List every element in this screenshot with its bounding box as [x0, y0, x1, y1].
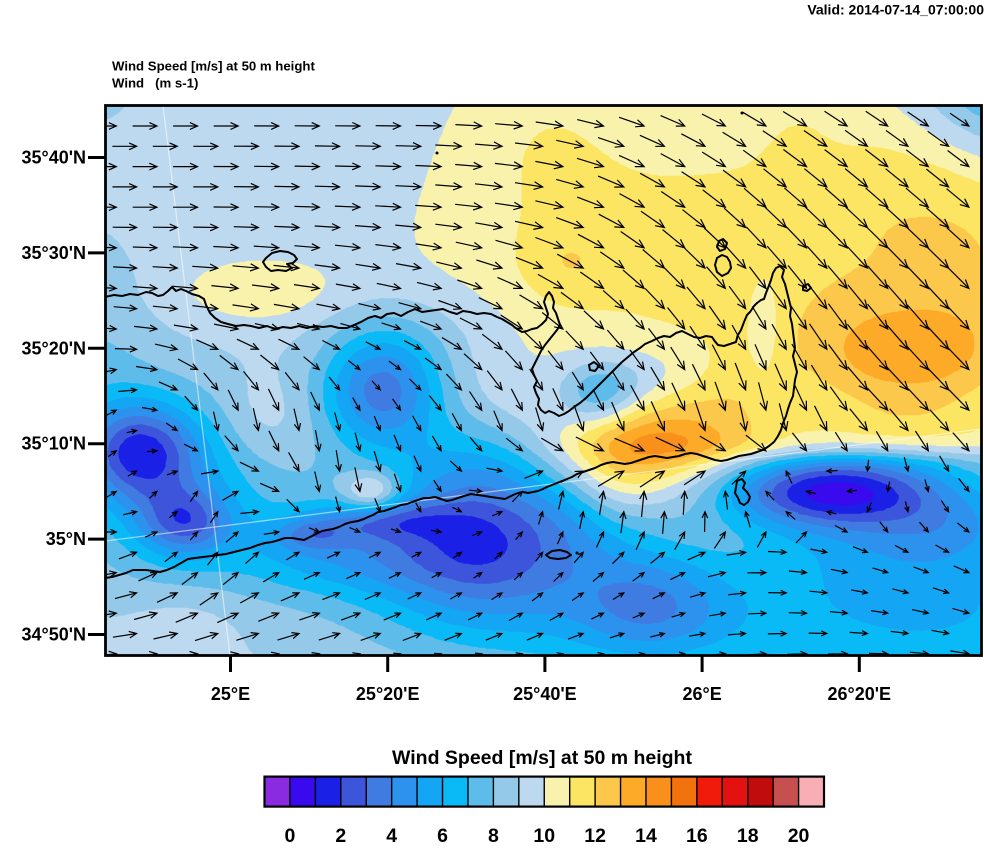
svg-text:2: 2	[335, 825, 346, 845]
svg-text:6: 6	[437, 825, 448, 845]
svg-text:18: 18	[737, 825, 759, 845]
svg-text:26°E: 26°E	[682, 684, 721, 704]
svg-text:Wind (m s-1): Wind (m s-1)	[112, 76, 198, 91]
svg-text:25°E: 25°E	[211, 684, 250, 704]
svg-text:35°20'N: 35°20'N	[21, 338, 86, 358]
svg-text:10: 10	[533, 825, 555, 845]
svg-text:25°40'E: 25°40'E	[513, 684, 577, 704]
svg-text:35°30'N: 35°30'N	[21, 243, 86, 263]
svg-text:34°50'N: 34°50'N	[21, 625, 86, 645]
svg-text:Wind Speed [m/s] at 50 m heigh: Wind Speed [m/s] at 50 m height	[392, 747, 692, 769]
svg-text:25°20'E: 25°20'E	[356, 684, 420, 704]
svg-text:8: 8	[488, 825, 499, 845]
svg-text:26°20'E: 26°20'E	[828, 684, 892, 704]
svg-text:35°10'N: 35°10'N	[21, 434, 86, 454]
svg-text:0: 0	[285, 825, 296, 845]
svg-text:20: 20	[788, 825, 810, 845]
svg-text:12: 12	[584, 825, 606, 845]
svg-text:35°40'N: 35°40'N	[21, 148, 86, 168]
svg-text:14: 14	[635, 825, 657, 845]
svg-text:Valid: 2014-07-14_07:00:00: Valid: 2014-07-14_07:00:00	[807, 2, 984, 18]
svg-text:Wind Speed [m/s] at 50 m heigh: Wind Speed [m/s] at 50 m height	[112, 59, 315, 74]
svg-text:35°N: 35°N	[46, 529, 86, 549]
svg-text:16: 16	[686, 825, 708, 845]
svg-text:4: 4	[386, 825, 397, 845]
